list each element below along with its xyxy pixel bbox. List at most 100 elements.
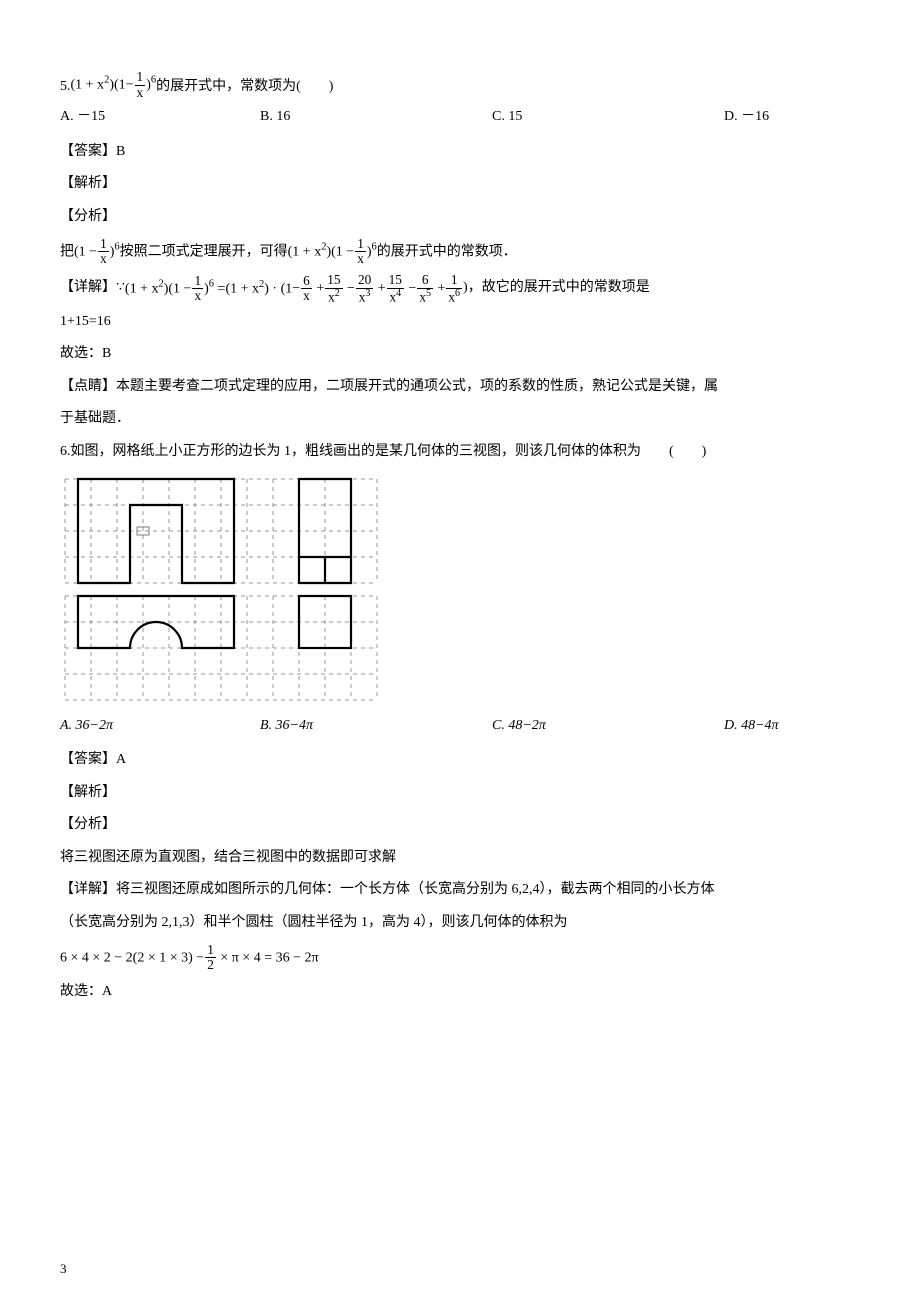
q6-choice-d: D. 48−4π — [724, 713, 779, 740]
q5-since: ∵ — [116, 275, 125, 302]
rhs1a: (1 + x — [225, 281, 259, 296]
fx1-fd: x — [98, 252, 109, 267]
q6-analysis-label: 【解析】 — [60, 780, 860, 807]
q5-answer-val: B — [116, 144, 125, 159]
q6-stem: 6.如图，网格纸上小正方形的边长为 1，粗线画出的是某几何体的三视图，则该几何体… — [60, 439, 860, 466]
lhs-eq: = — [214, 281, 225, 296]
t3s: − — [347, 281, 355, 296]
q5-choice-b: B. 16 — [260, 104, 492, 131]
q5-dj-2: 于基础题． — [60, 406, 860, 433]
q5-num: 5. — [60, 74, 71, 101]
lhs-fd: x — [192, 289, 203, 304]
t6n: 1 — [446, 273, 462, 289]
fx1-open: (1 − — [74, 244, 97, 259]
t4n: 15 — [387, 273, 404, 289]
q6-choice-b: B. 36−4π — [260, 713, 492, 740]
q5-stem: 5. (1 + x2)(1−1x)6 的展开式中，常数项为( ) — [60, 70, 860, 100]
q6-so-select: 故选：A — [60, 979, 860, 1006]
q6-fx-text: 将三视图还原为直观图，结合三视图中的数据即可求解 — [60, 845, 860, 872]
q5-frac-n: 1 — [135, 70, 146, 86]
q6cfn: 1 — [205, 943, 216, 959]
t6s: + — [437, 281, 445, 296]
t2ds: 2 — [335, 288, 340, 299]
page-number: 3 — [60, 1257, 67, 1282]
three-view-diagram — [60, 474, 382, 705]
q5-fx-text: 把(1 −1x)6按照二项式定理展开，可得(1 + x2)(1 −1x)6的展开… — [60, 237, 860, 267]
q5-rhs1: (1 + x2) · (1 — [225, 275, 292, 303]
q6-detail-1: 【详解】将三视图还原成如图所示的几何体：一个长方体（长宽高分别为 6,2,4），… — [60, 877, 860, 904]
q6-calc: 6 × 4 × 2 − 2(2 × 1 × 3) −12 × π × 4 = 3… — [60, 943, 860, 973]
q5-fx1-pre: 把 — [60, 244, 74, 259]
q5-djl: 【点睛】 — [60, 379, 116, 394]
q6cra: × π × 4 = — [217, 950, 272, 965]
q6cl: 6 × 4 × 2 − 2(2 × 1 × 3) − — [60, 950, 204, 965]
q6-detail-2: （长宽高分别为 2,1,3）和半个圆柱（圆柱半径为 1，高为 4），则该几何体的… — [60, 910, 860, 937]
q5-frac-d: x — [135, 86, 146, 101]
fx2-mid: )(1 − — [326, 244, 354, 259]
lhs-a: (1 + x — [125, 281, 159, 296]
t3ds: 3 — [365, 288, 370, 299]
q5-fx-expr1: (1 −1x)6 — [74, 237, 120, 267]
q6-al: 【答案】 — [60, 752, 116, 767]
q5-dj1: 本题主要考查二项式定理的应用，二项展开式的通项公式，项的系数的性质，熟记公式是关… — [116, 379, 718, 394]
q5-choice-c: C. 15 — [492, 104, 724, 131]
t1n: 6 — [301, 274, 312, 290]
t3n: 20 — [356, 273, 373, 289]
q5-det-close: )，故它的展开式中的常数项是 — [463, 275, 650, 302]
q6-num: 6. — [60, 444, 71, 459]
q6-dl: 【详解】 — [60, 882, 116, 897]
fx1-mid: 按照二项式定理展开，可得 — [120, 244, 288, 259]
q5-lhs: (1 + x2)(1 −1x)6 = — [125, 274, 226, 304]
q5-answer-label: 【答案】 — [60, 144, 116, 159]
q6-fx-label: 【分析】 — [60, 812, 860, 839]
q5-tail: 的展开式中，常数项为( ) — [156, 74, 333, 101]
q5-choice-a: A. －15 — [60, 104, 260, 131]
t2d: x — [328, 289, 335, 304]
q6-calc-expr: 6 × 4 × 2 − 2(2 × 1 × 3) −12 × π × 4 = — [60, 943, 272, 973]
q6-choices: A. 36−2π B. 36−4π C. 48−2π D. 48−4π — [60, 713, 860, 740]
q5-expr-pre: (1 + x — [71, 77, 105, 92]
fx1-fn: 1 — [98, 237, 109, 253]
q5-sum: 1+15=16 — [60, 309, 860, 336]
fx2-fn: 1 — [355, 237, 366, 253]
q6-answer: 【答案】A — [60, 747, 860, 774]
t2s: + — [316, 281, 324, 296]
q5-choice-d: D. －16 — [724, 104, 769, 131]
t5s: − — [408, 281, 416, 296]
q6-diagram — [60, 474, 860, 705]
q5-fx-label: 【分析】 — [60, 204, 860, 231]
t6ds: 6 — [455, 288, 460, 299]
fx2-pre: (1 + x — [288, 244, 322, 259]
fx2-fd: x — [355, 252, 366, 267]
lhs-fn: 1 — [192, 274, 203, 290]
t1d: x — [301, 289, 312, 304]
q6-stem-text: 如图，网格纸上小正方形的边长为 1，粗线画出的是某几何体的三视图，则该几何体的体… — [71, 444, 707, 459]
t4ds: 4 — [396, 288, 401, 299]
q6-choice-c: C. 48−2π — [492, 713, 724, 740]
q5-fx-expr2: (1 + x2)(1 −1x)6 — [288, 237, 377, 267]
fx1-tail: 的展开式中的常数项． — [377, 244, 517, 259]
t5ds: 5 — [426, 288, 431, 299]
q6-calc-result: 36 − 2π — [276, 950, 319, 965]
q6-d1: 将三视图还原成如图所示的几何体：一个长方体（长宽高分别为 6,2,4），截去两个… — [116, 882, 715, 897]
q5-detail-line: 【详解】 ∵ (1 + x2)(1 −1x)6 = (1 + x2) · (1 … — [60, 273, 860, 305]
q5-dj-1: 【点睛】本题主要考查二项式定理的应用，二项展开式的通项公式，项的系数的性质，熟记… — [60, 374, 860, 401]
q5-expr: (1 + x2)(1−1x)6 — [71, 70, 157, 100]
t4s: + — [378, 281, 386, 296]
q5-detl: 【详解】 — [60, 275, 116, 302]
lhs-b: )(1 − — [164, 281, 192, 296]
q5-choices: A. －15 B. 16 C. 15 D. －16 — [60, 104, 860, 131]
q6-choice-a: A. 36−2π — [60, 713, 260, 740]
q6cfd: 2 — [205, 958, 216, 973]
t1s: − — [292, 281, 300, 296]
q5-terms: −6x +15x2 −20x3 +15x4 −6x5 +1x6 — [292, 273, 463, 305]
q5-analysis-label: 【解析】 — [60, 171, 860, 198]
q6-av: A — [116, 752, 126, 767]
t5d: x — [419, 289, 426, 304]
q5-answer: 【答案】B — [60, 139, 860, 166]
rhs1b: ) · (1 — [264, 281, 292, 296]
t2n: 15 — [325, 273, 342, 289]
q5-mid: )(1− — [109, 77, 133, 92]
q5-so-select: 故选：B — [60, 341, 860, 368]
t5n: 6 — [417, 273, 433, 289]
